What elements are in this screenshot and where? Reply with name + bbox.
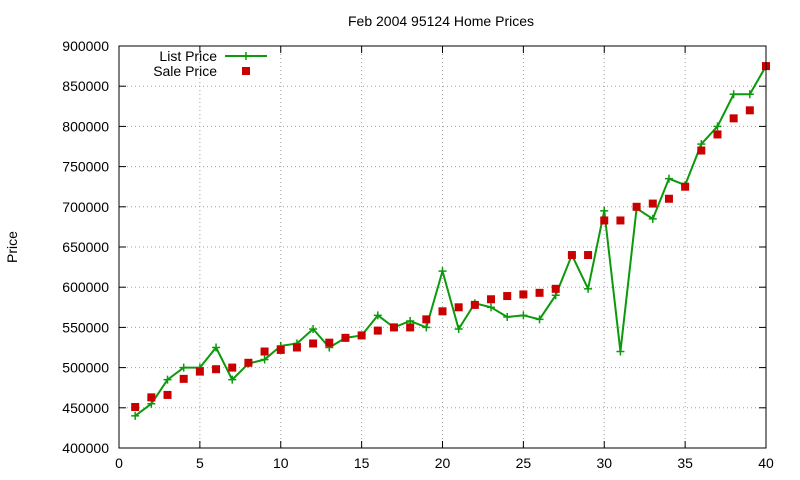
y-tick-label: 800000 [62,118,109,134]
sale-price-point [195,367,204,376]
sale-price-point [713,130,722,139]
sale-price-point [163,390,172,399]
list-price-line [134,65,767,417]
list-price-point [729,90,738,99]
y-tick-label: 450000 [62,400,109,416]
list-price-point [713,122,722,131]
sale-price-point [260,347,269,356]
list-price-point [309,325,318,334]
list-price-point [179,363,188,372]
sale-price-point [325,338,334,347]
x-tick-label: 35 [677,455,693,471]
list-price-point [600,206,609,215]
list-price-point [487,303,496,312]
sale-price-point [567,251,576,260]
sale-price-point [179,374,188,383]
y-tick-label: 550000 [62,319,109,335]
legend-label: Sale Price [153,63,217,79]
list-price-point [745,90,754,99]
list-price-point [616,347,625,356]
sale-price-point [341,333,350,342]
x-tick-label: 5 [196,455,204,471]
legend-label: List Price [159,48,217,64]
sale-price-point [551,284,560,293]
sale-price-point [535,288,544,297]
legend-marker-square [242,67,250,75]
sale-price-point [697,146,706,155]
y-tick-label: 500000 [62,360,109,376]
y-tick-label: 600000 [62,279,109,295]
sale-price-point [212,365,221,374]
sale-price-point [147,393,156,402]
x-tick-label: 30 [596,455,612,471]
x-tick-label: 40 [758,455,774,471]
sale-price-point [470,300,479,309]
x-tick-label: 15 [354,455,370,471]
list-price-point [228,375,237,384]
sale-price-point [729,114,738,123]
sale-price-point [389,323,398,332]
list-price-point [438,267,447,276]
y-tick-label: 850000 [62,78,109,94]
sale-price-point [632,202,641,211]
sale-price-point [357,331,366,340]
sale-price-point [664,194,673,203]
sale-price-point [228,363,237,372]
y-tick-label: 700000 [62,199,109,215]
x-tick-label: 25 [516,455,532,471]
sale-price-point [745,106,754,115]
list-price-point [454,325,463,334]
sale-price-point [438,307,447,316]
x-tick-label: 20 [435,455,451,471]
legend-marker-plus [242,52,250,60]
list-price-point [163,375,172,384]
grid [119,46,766,448]
y-tick-label: 900000 [62,38,109,54]
sale-price-point [584,251,593,260]
sale-price-point [309,339,318,348]
list-price-point [535,315,544,324]
list-price-point [648,214,657,223]
chart-title: Feb 2004 95124 Home Prices [348,13,534,29]
sale-price-point [519,290,528,299]
list-price-point [131,411,140,420]
sale-price-point [422,315,431,324]
sale-price-point [292,343,301,352]
series-sale-price [131,62,770,411]
y-tick-label: 400000 [62,440,109,456]
list-price-point [503,312,512,321]
y-tick-label: 750000 [62,159,109,175]
list-price-point [664,174,673,183]
list-price-point [519,311,528,320]
sale-price-point [487,295,496,304]
sale-price-point [681,182,690,191]
sale-price-point [276,345,285,354]
sale-price-point [406,323,415,332]
plot-series [131,62,770,420]
sale-price-point [600,216,609,225]
sale-price-point [648,199,657,208]
x-tick-label: 10 [273,455,289,471]
x-tick-label: 0 [115,455,123,471]
list-price-point [260,355,269,364]
sale-price-point [244,358,253,367]
list-price-point [422,323,431,332]
sale-price-point [503,292,512,301]
sale-price-point [454,303,463,312]
y-tick-label: 650000 [62,239,109,255]
list-price-point [373,311,382,320]
sale-price-point [131,402,140,411]
list-price-point [584,284,593,293]
list-price-point [212,343,221,352]
sale-price-point [616,216,625,225]
y-axis-label: Price [4,231,20,263]
axis-ticks: 0 5 10 15 20 25 30 35 40 400000 450000 500000 550000… [62,38,774,471]
sale-price-point [373,326,382,335]
